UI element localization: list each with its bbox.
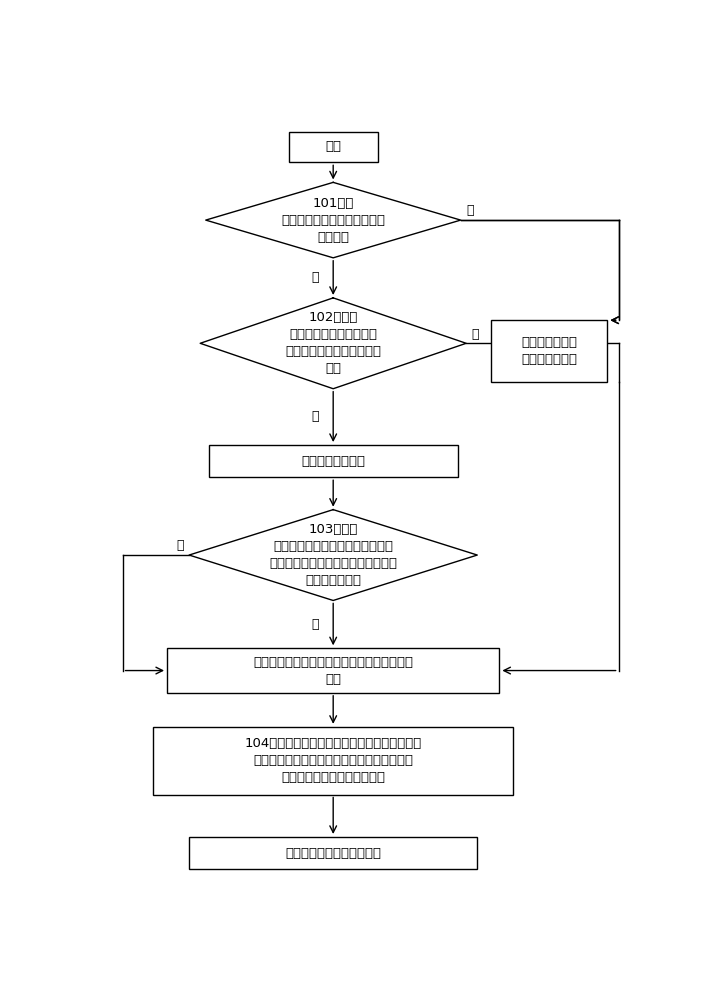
Text: 102：判断
移动设备中是否存有与目
标蓝牙设备对应的第二配对
标识: 102：判断 移动设备中是否存有与目 标蓝牙设备对应的第二配对 标识: [285, 311, 381, 375]
Polygon shape: [200, 298, 466, 389]
Text: 是: 是: [312, 271, 320, 284]
Text: 否: 否: [312, 618, 320, 631]
Text: 与目标蓝牙设备通信，结束: 与目标蓝牙设备通信，结束: [285, 847, 381, 860]
Bar: [189, 837, 478, 869]
Text: 是: 是: [312, 410, 320, 423]
Text: 101：判
断移动设备与目标蓝牙设备是
否已绑定: 101：判 断移动设备与目标蓝牙设备是 否已绑定: [281, 197, 385, 244]
Text: 否: 否: [466, 204, 473, 217]
Bar: [167, 648, 499, 693]
Bar: [209, 445, 458, 477]
Text: 是: 是: [176, 539, 184, 552]
Bar: [289, 132, 378, 162]
Polygon shape: [189, 510, 478, 600]
Text: 将移动设备与目
标蓝牙设备绑定: 将移动设备与目 标蓝牙设备绑定: [521, 336, 577, 366]
Text: 103：根据
目标蓝牙设备的广播数据中的第一
配对标识判断目标蓝牙设备中是否存
有第二配对标识: 103：根据 目标蓝牙设备的广播数据中的第一 配对标识判断目标蓝牙设备中是否存 …: [269, 523, 398, 587]
Text: 读取第二配对标识: 读取第二配对标识: [301, 455, 365, 468]
Polygon shape: [206, 182, 460, 258]
Text: 将移动设备与目标蓝牙设备解除绑定并重新绑
定后: 将移动设备与目标蓝牙设备解除绑定并重新绑 定后: [253, 656, 413, 686]
Text: 104：与目标蓝牙设备配对，接收目标蓝牙设备
返回的配对标识，将接收到的配对标识作为第
二配对标识保存至移动设备中: 104：与目标蓝牙设备配对，接收目标蓝牙设备 返回的配对标识，将接收到的配对标识…: [245, 737, 422, 784]
Text: 开始: 开始: [325, 140, 341, 153]
Bar: [491, 320, 608, 382]
Bar: [153, 727, 513, 795]
Text: 否: 否: [472, 328, 479, 341]
